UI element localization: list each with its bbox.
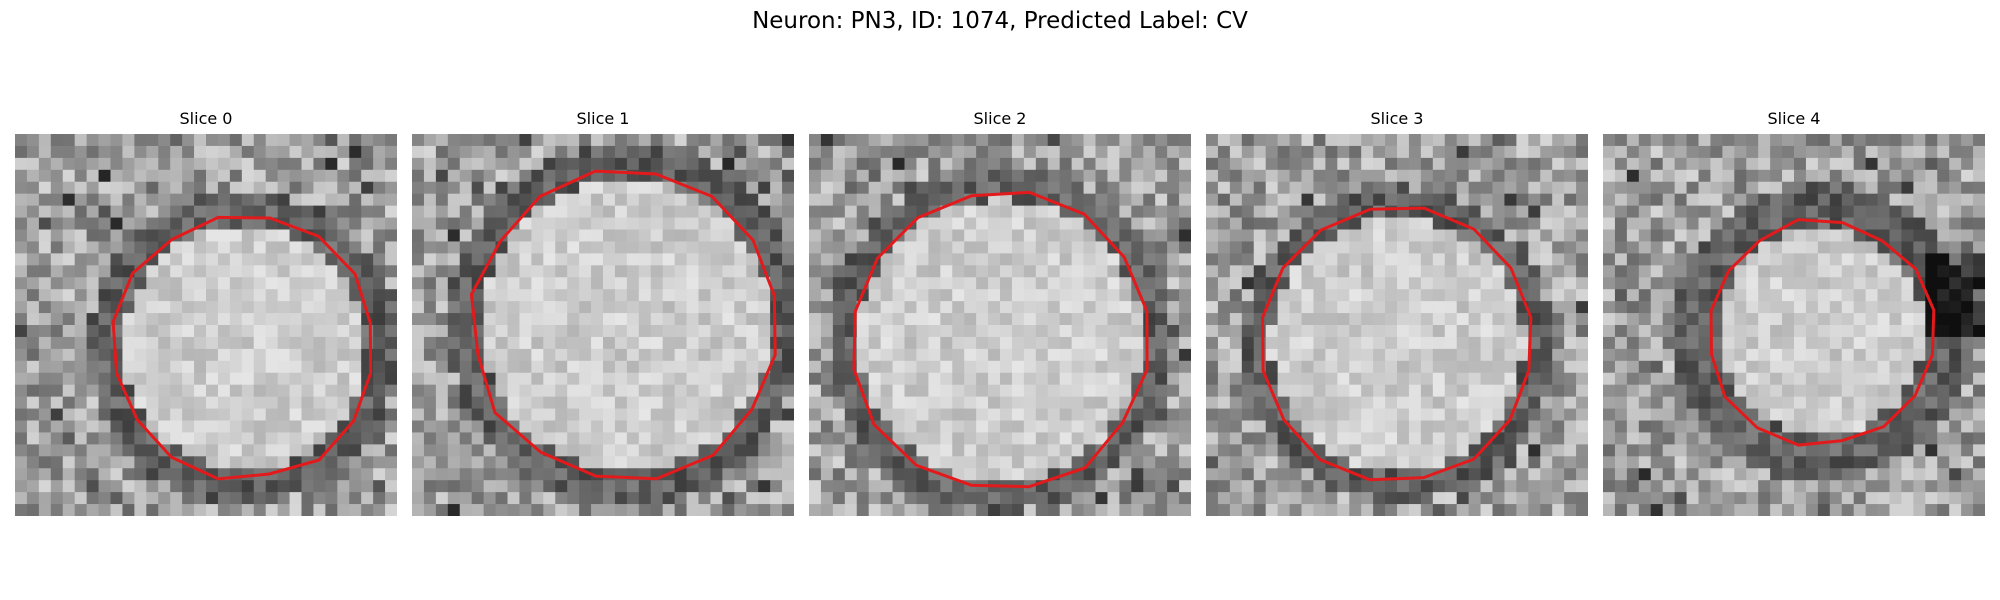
- slice-0-title: Slice 0: [179, 109, 233, 128]
- slice-3-segmentation-outline: [1261, 206, 1533, 482]
- slice-2-image: [809, 134, 1191, 516]
- slice-3-title: Slice 3: [1370, 109, 1424, 128]
- slice-0-pixel-grid: [15, 134, 397, 516]
- slice-2-segmentation-outline: [852, 190, 1149, 489]
- slice-panel-2: Slice 2: [809, 108, 1191, 516]
- slice-3-image: [1206, 134, 1588, 516]
- slice-4-title: Slice 4: [1767, 109, 1821, 128]
- figure-title: Neuron: PN3, ID: 1074, Predicted Label: …: [752, 8, 1248, 34]
- slice-4-pixel-grid: [1603, 134, 1985, 516]
- slice-4-segmentation-outline: [1709, 218, 1936, 447]
- slice-panel-1: Slice 1: [412, 108, 794, 516]
- slice-1-pixel-grid: [412, 134, 794, 516]
- slice-panel-3: Slice 3: [1206, 108, 1588, 516]
- slice-0-image: [15, 134, 397, 516]
- slice-panel-0: Slice 0: [15, 108, 397, 516]
- slice-4-image: [1603, 134, 1985, 516]
- slice-0-segmentation-outline: [111, 215, 373, 481]
- slice-panel-4: Slice 4: [1603, 108, 1985, 516]
- slice-1-segmentation-outline: [469, 169, 777, 481]
- slice-2-pixel-grid: [809, 134, 1191, 516]
- slice-1-title: Slice 1: [576, 109, 630, 128]
- slice-2-title: Slice 2: [973, 109, 1027, 128]
- slice-1-image: [412, 134, 794, 516]
- slice-3-pixel-grid: [1206, 134, 1588, 516]
